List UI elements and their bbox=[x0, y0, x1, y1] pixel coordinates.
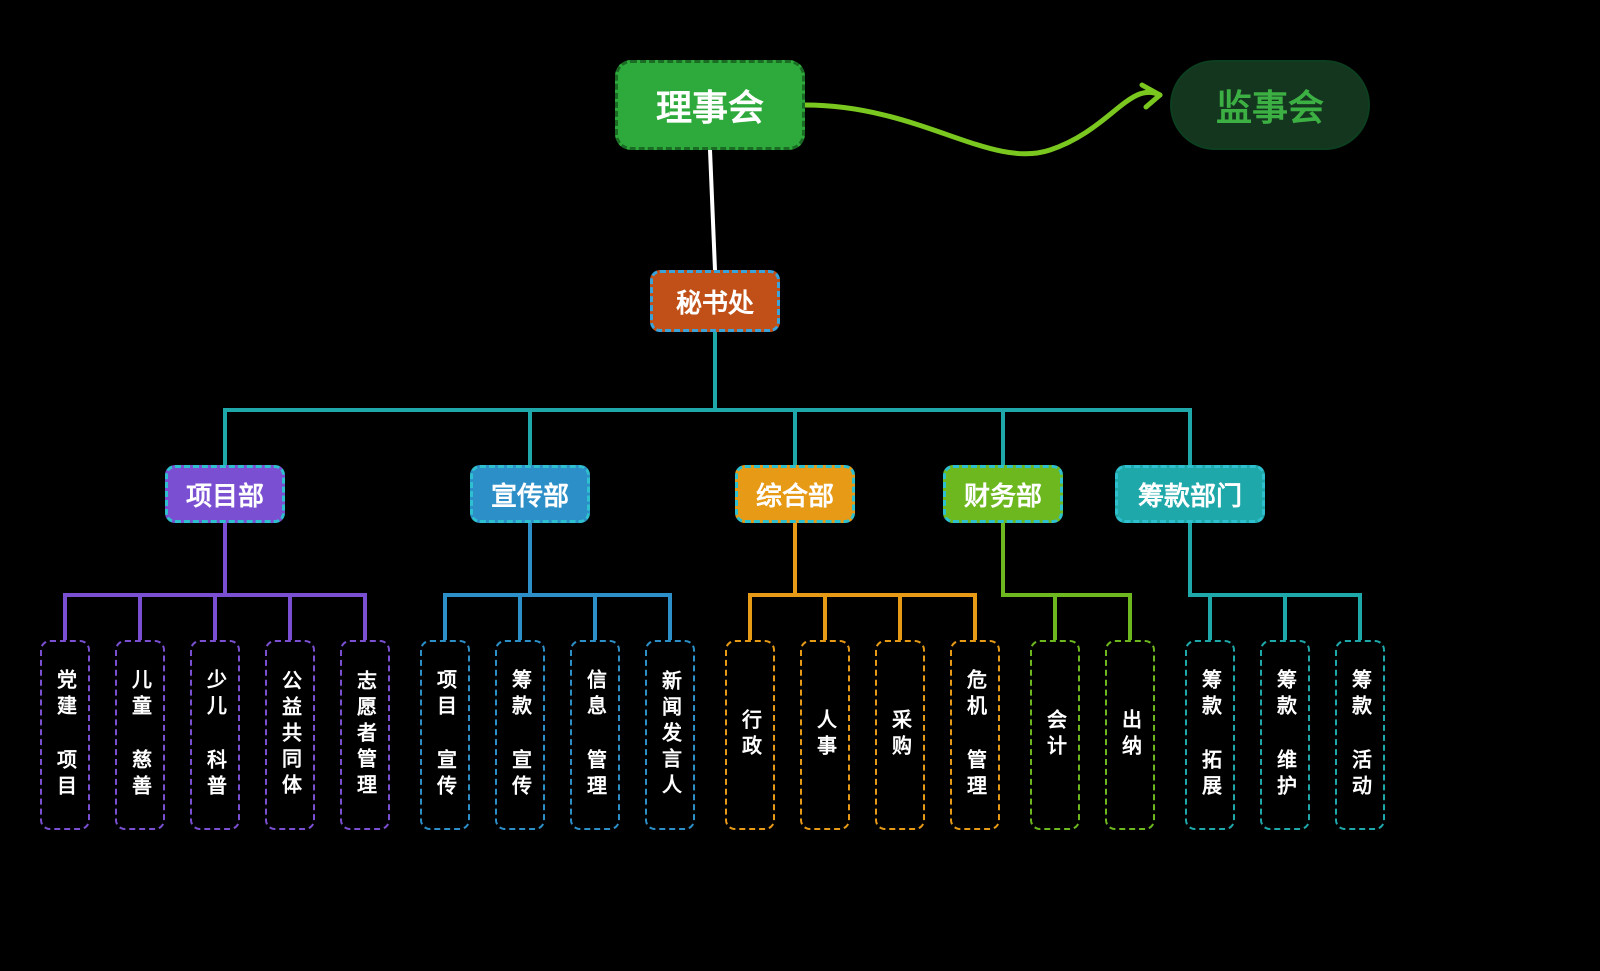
leaf-fund-1: 筹款 维护 bbox=[1260, 640, 1310, 830]
leaf-project-2: 少儿 科普 bbox=[190, 640, 240, 830]
leaf-finance-1-label: 出纳 bbox=[1116, 709, 1145, 761]
dept-project-label: 项目部 bbox=[186, 476, 264, 513]
dept-fund: 筹款部门 bbox=[1115, 465, 1265, 523]
dept-general-label: 综合部 bbox=[756, 476, 834, 513]
leaf-project-3: 公益共同体 bbox=[265, 640, 315, 830]
leaf-project-3-label: 公益共同体 bbox=[276, 670, 305, 800]
dept-finance: 财务部 bbox=[943, 465, 1063, 523]
leaf-project-1: 儿童 慈善 bbox=[115, 640, 165, 830]
leaf-project-4: 志愿者管理 bbox=[340, 640, 390, 830]
root-node: 理事会 bbox=[615, 60, 805, 150]
secretariat-node: 秘书处 bbox=[650, 270, 780, 332]
leaf-general-3-label: 危机 管理 bbox=[961, 669, 990, 801]
root-node-label: 理事会 bbox=[656, 79, 764, 131]
leaf-finance-0-label: 会计 bbox=[1041, 709, 1070, 761]
leaf-general-1: 人事 bbox=[800, 640, 850, 830]
leaf-project-0: 党建 项目 bbox=[40, 640, 90, 830]
leaf-fund-0-label: 筹款 拓展 bbox=[1196, 669, 1225, 801]
dept-fund-label: 筹款部门 bbox=[1138, 476, 1242, 513]
leaf-general-1-label: 人事 bbox=[811, 709, 840, 761]
leaf-project-0-label: 党建 项目 bbox=[51, 669, 80, 801]
leaf-finance-1: 出纳 bbox=[1105, 640, 1155, 830]
dept-project: 项目部 bbox=[165, 465, 285, 523]
leaf-publicity-3-label: 新闻发言人 bbox=[656, 670, 685, 800]
leaf-publicity-0-label: 项目 宣传 bbox=[431, 669, 460, 801]
leaf-publicity-3: 新闻发言人 bbox=[645, 640, 695, 830]
leaf-general-2-label: 采购 bbox=[886, 709, 915, 761]
leaf-general-3: 危机 管理 bbox=[950, 640, 1000, 830]
leaf-project-4-label: 志愿者管理 bbox=[351, 670, 380, 800]
dept-general: 综合部 bbox=[735, 465, 855, 523]
leaf-general-2: 采购 bbox=[875, 640, 925, 830]
leaf-fund-0: 筹款 拓展 bbox=[1185, 640, 1235, 830]
leaf-finance-0: 会计 bbox=[1030, 640, 1080, 830]
leaf-publicity-1: 筹款 宣传 bbox=[495, 640, 545, 830]
leaf-publicity-0: 项目 宣传 bbox=[420, 640, 470, 830]
dept-publicity: 宣传部 bbox=[470, 465, 590, 523]
leaf-fund-2: 筹款 活动 bbox=[1335, 640, 1385, 830]
leaf-fund-2-label: 筹款 活动 bbox=[1346, 669, 1375, 801]
leaf-publicity-2-label: 信息 管理 bbox=[581, 669, 610, 801]
dept-finance-label: 财务部 bbox=[964, 476, 1042, 513]
dept-publicity-label: 宣传部 bbox=[491, 476, 569, 513]
supervisor-node-label: 监事会 bbox=[1216, 79, 1324, 131]
leaf-project-1-label: 儿童 慈善 bbox=[126, 669, 155, 801]
leaf-general-0-label: 行政 bbox=[736, 709, 765, 761]
secretariat-node-label: 秘书处 bbox=[676, 283, 754, 320]
leaf-publicity-1-label: 筹款 宣传 bbox=[506, 669, 535, 801]
leaf-fund-1-label: 筹款 维护 bbox=[1271, 669, 1300, 801]
leaf-project-2-label: 少儿 科普 bbox=[201, 669, 230, 801]
leaf-general-0: 行政 bbox=[725, 640, 775, 830]
leaf-publicity-2: 信息 管理 bbox=[570, 640, 620, 830]
supervisor-node: 监事会 bbox=[1170, 60, 1370, 150]
